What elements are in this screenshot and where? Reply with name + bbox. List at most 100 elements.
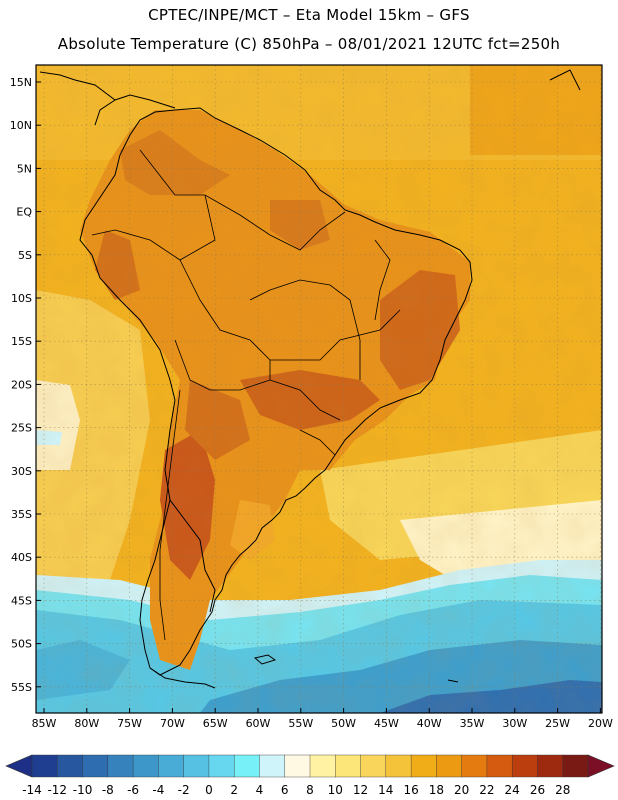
colorbar-swatch <box>31 754 58 778</box>
colorbar-swatch <box>436 754 463 778</box>
colorbar-swatch <box>183 754 210 778</box>
colorbar-swatch <box>107 754 134 778</box>
colorbar-label: 14 <box>378 783 393 797</box>
colorbar-label: 22 <box>479 783 494 797</box>
colorbar-label: 20 <box>454 783 469 797</box>
lon-tick-label: 65W <box>203 717 228 730</box>
colorbar-swatch <box>562 754 589 778</box>
colorbar: -14 -12 -10 -8 -6 -4 -2 0 2 4 6 8 10 12 14 16 18 20 22 24 26… <box>5 754 615 797</box>
colorbar-swatch <box>309 754 336 778</box>
border-brazil-states <box>374 239 391 321</box>
colorbar-label: -10 <box>73 783 93 797</box>
lon-tick-label: 45W <box>374 717 399 730</box>
lon-tick-label: 40W <box>417 717 442 730</box>
lat-tick-label: 25S <box>11 422 32 435</box>
lat-tick-label: 40S <box>11 551 32 564</box>
colorbar-swatch <box>385 754 412 778</box>
caribbean-islands <box>549 69 581 91</box>
continent-coastline <box>79 107 473 613</box>
colorbar-label: 18 <box>429 783 444 797</box>
colorbar-label: 6 <box>281 783 289 797</box>
lat-tick-label: 5S <box>18 249 32 262</box>
colorbar-swatch <box>259 754 286 778</box>
lat-tick-label: 5N <box>17 162 32 175</box>
colorbar-swatch <box>57 754 84 778</box>
colorbar-swatch <box>410 754 437 778</box>
border-peru-bolivia <box>179 259 271 380</box>
lat-tick-label: 30S <box>11 465 32 478</box>
lon-tick-label: 80W <box>74 717 99 730</box>
lon-tick-label: 50W <box>331 717 356 730</box>
colorbar-label: -12 <box>47 783 67 797</box>
lon-tick-label: 70W <box>160 717 185 730</box>
lat-tick-label: 20S <box>11 378 32 391</box>
colorbar-label: -8 <box>102 783 114 797</box>
colorbar-swatch <box>158 754 185 778</box>
country-borders <box>91 149 401 641</box>
colorbar-label: 10 <box>328 783 343 797</box>
colorbar-label: 12 <box>353 783 368 797</box>
graticule <box>36 65 602 713</box>
southern-chile-coast <box>139 499 213 676</box>
border-uruguay <box>299 429 336 456</box>
colorbar-swatch <box>208 754 235 778</box>
colorbar-label: 28 <box>555 783 570 797</box>
colorbar-label: 24 <box>505 783 520 797</box>
colorbar-swatch <box>360 754 387 778</box>
colorbar-swatch <box>486 754 513 778</box>
lat-tick-label: EQ <box>16 206 32 219</box>
colorbar-swatch <box>284 754 311 778</box>
border-bolivia-argentina <box>174 339 341 421</box>
lon-tick-label: 85W <box>32 717 57 730</box>
central-america-coast <box>39 71 116 126</box>
lat-tick-label: 50S <box>11 638 32 651</box>
lon-tick-label: 20W <box>588 717 613 730</box>
falkland-islands <box>253 654 277 665</box>
border-north <box>139 149 346 251</box>
chart-subtitle: Absolute Temperature (C) 850hPa – 08/01/… <box>57 35 561 53</box>
chart-title: CPTEC/INPE/MCT – Eta Model 15km – GFS <box>148 6 470 24</box>
lon-tick-label: 75W <box>117 717 142 730</box>
colorbar-label: 4 <box>256 783 264 797</box>
colorbar-swatch <box>537 754 564 778</box>
colorbar-label: -14 <box>22 783 42 797</box>
lon-tick-label: 25W <box>545 717 570 730</box>
colorbar-label: 0 <box>205 783 213 797</box>
colorbar-swatch <box>132 754 159 778</box>
lat-tick-label: 55S <box>11 681 32 694</box>
colorbar-swatch <box>335 754 362 778</box>
lat-tick-label: 10N <box>10 119 32 132</box>
colorbar-swatch <box>82 754 109 778</box>
south-georgia <box>447 679 459 683</box>
colorbar-label: -6 <box>127 783 139 797</box>
colorbar-label: -2 <box>178 783 190 797</box>
border-ecuador-peru <box>91 194 216 261</box>
lon-tick-label: 60W <box>246 717 271 730</box>
colorbar-swatch <box>233 754 260 778</box>
coastlines <box>39 69 581 689</box>
lon-tick-label: 35W <box>460 717 485 730</box>
lon-tick-label: 30W <box>502 717 527 730</box>
colorbar-swatch <box>511 754 538 778</box>
caribbean-coast <box>114 94 176 109</box>
colorbar-label: 8 <box>306 783 314 797</box>
colorbar-low-arrow <box>5 754 33 778</box>
lon-tick-label: 55W <box>288 717 313 730</box>
latitude-axis: 15N 10N 5N EQ 5S 10S 15S 20S 25S 30S 35S 40S 45S 50S 5… <box>10 76 41 694</box>
lat-tick-label: 45S <box>11 594 32 607</box>
lat-tick-label: 35S <box>11 508 32 521</box>
border-brazil-inner <box>249 279 361 380</box>
border-chile-argentina <box>159 389 181 641</box>
lat-tick-label: 15N <box>10 76 32 89</box>
colorbar-high-arrow <box>587 754 615 778</box>
field-texture <box>36 65 602 713</box>
map-frame <box>35 64 603 714</box>
colorbar-label: 2 <box>230 783 238 797</box>
colorbar-label: 16 <box>403 783 418 797</box>
tierra-del-fuego <box>149 667 216 689</box>
border-brazil-bolivia <box>270 309 401 361</box>
colorbar-swatch <box>461 754 488 778</box>
field-layer <box>36 65 602 713</box>
lat-tick-label: 15S <box>11 335 32 348</box>
